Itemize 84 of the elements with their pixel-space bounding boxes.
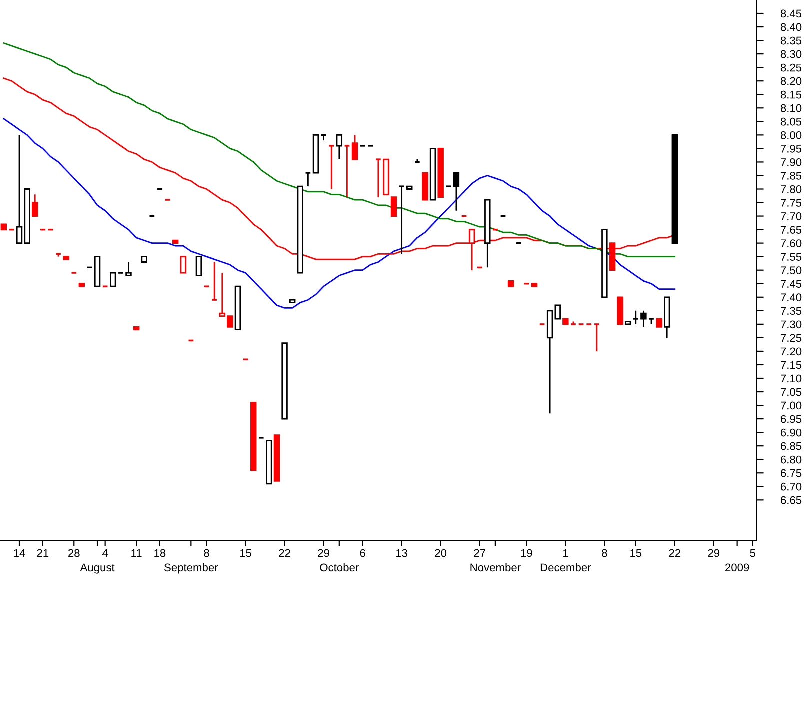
x-tick-label: 22 [669, 549, 681, 558]
y-tick-label: 7.65 [781, 226, 802, 234]
candlestick [196, 256, 202, 276]
y-tick-label: 8.25 [780, 64, 802, 72]
candlestick [110, 272, 116, 288]
y-tick-label: 7.55 [781, 253, 802, 261]
y-tick-label: 7.50 [781, 266, 802, 274]
x-tick-label: October [320, 563, 359, 572]
y-tick-label: 8.10 [780, 104, 802, 112]
y-tick-label: 6.65 [781, 496, 802, 504]
candlestick [640, 310, 647, 328]
y-tick-label: 6.75 [781, 469, 802, 478]
x-tick-label: 20 [435, 549, 447, 558]
x-tick-label: 1 December [540, 549, 592, 572]
x-tick-label: 5 [750, 549, 756, 558]
x-tick-label: 18 [154, 549, 166, 558]
x-tick-label: 15 [240, 549, 252, 558]
x-tick-label: 28 [68, 549, 80, 558]
y-tick-label: 8.40 [780, 23, 802, 32]
y-tick-label: 7.15 [781, 361, 802, 370]
candlestick [352, 134, 358, 160]
line-series [3, 118, 676, 309]
candlestick [594, 324, 600, 352]
y-tick-label: 7.35 [781, 307, 802, 316]
candlestick [390, 196, 398, 217]
y-tick-label: 7.60 [781, 240, 802, 248]
candlestick [398, 186, 406, 255]
y-tick-label: 7.25 [781, 334, 802, 342]
y-tick-label: 6.90 [781, 428, 802, 437]
y-tick-label: 8.35 [780, 36, 802, 45]
x-tick-label: 11 [132, 549, 142, 558]
y-tick-label: 7.00 [781, 402, 802, 410]
candlestick [344, 145, 350, 198]
x-tick-label: September [164, 563, 218, 574]
candlestick [328, 145, 335, 190]
x-tick-label: August [80, 564, 115, 574]
x-tick-label: 21 [37, 549, 49, 558]
candlestick [453, 172, 460, 212]
y-tick-label: 8.45 [780, 10, 802, 18]
y-tick-label: 6.85 [781, 442, 802, 450]
candlestick [32, 194, 38, 217]
y-tick-label: 7.75 [781, 199, 802, 207]
x-tick-label: 27 [474, 549, 486, 558]
y-tick-label: 7.90 [781, 158, 802, 166]
candlestick [554, 304, 561, 320]
y-tick-label: 6.95 [781, 415, 802, 424]
y-tick-label: 8.05 [780, 118, 802, 126]
y-tick-label: 7.95 [781, 144, 802, 153]
y-tick-label: 7.80 [781, 186, 802, 194]
x-tick-label: 14 [14, 549, 26, 558]
x-tick-label: 4 [102, 549, 108, 558]
y-tick-label: 7.05 [781, 388, 802, 396]
candlestick [632, 310, 640, 326]
y-tick-label: 8.00 [780, 131, 802, 140]
x-tick-label: 29 [318, 549, 330, 558]
y-tick-label: 7.45 [781, 280, 802, 288]
y-tick-label: 7.30 [781, 320, 802, 329]
x-tick-label: November [470, 563, 521, 572]
x-tick-label: 15 [630, 549, 642, 558]
candlestick [375, 158, 382, 198]
y-tick-label: 8.15 [780, 90, 802, 99]
y-tick-label: 7.40 [781, 294, 802, 302]
y-tick-label: 8.30 [780, 50, 802, 58]
y-tick-label: 6.80 [781, 456, 802, 464]
x-tick-label: 6 [360, 549, 366, 558]
candlestick [211, 262, 218, 301]
y-tick-label: 7.85 [781, 172, 802, 180]
candlestick [304, 172, 312, 188]
y-tick-label: 8.20 [780, 77, 802, 86]
x-tick-label: 29 [708, 549, 720, 558]
candlestick [126, 262, 132, 276]
x-tick-label: 8 [602, 549, 608, 558]
x-tick-label: 8 [204, 549, 210, 558]
candlestick [180, 256, 186, 274]
x-tick-label: 2009 [726, 564, 750, 572]
y-tick-label: 7.70 [781, 212, 802, 220]
y-tick-label: 6.70 [781, 482, 802, 491]
y-tick-label: 7.20 [781, 348, 802, 356]
line-series [3, 42, 676, 258]
x-tick-label: 13 [396, 549, 408, 558]
x-tick-label: 22 [279, 549, 290, 558]
x-tick-label: 19 [521, 549, 532, 558]
y-tick-label: 7.10 [781, 374, 802, 383]
candlestick [336, 134, 343, 160]
